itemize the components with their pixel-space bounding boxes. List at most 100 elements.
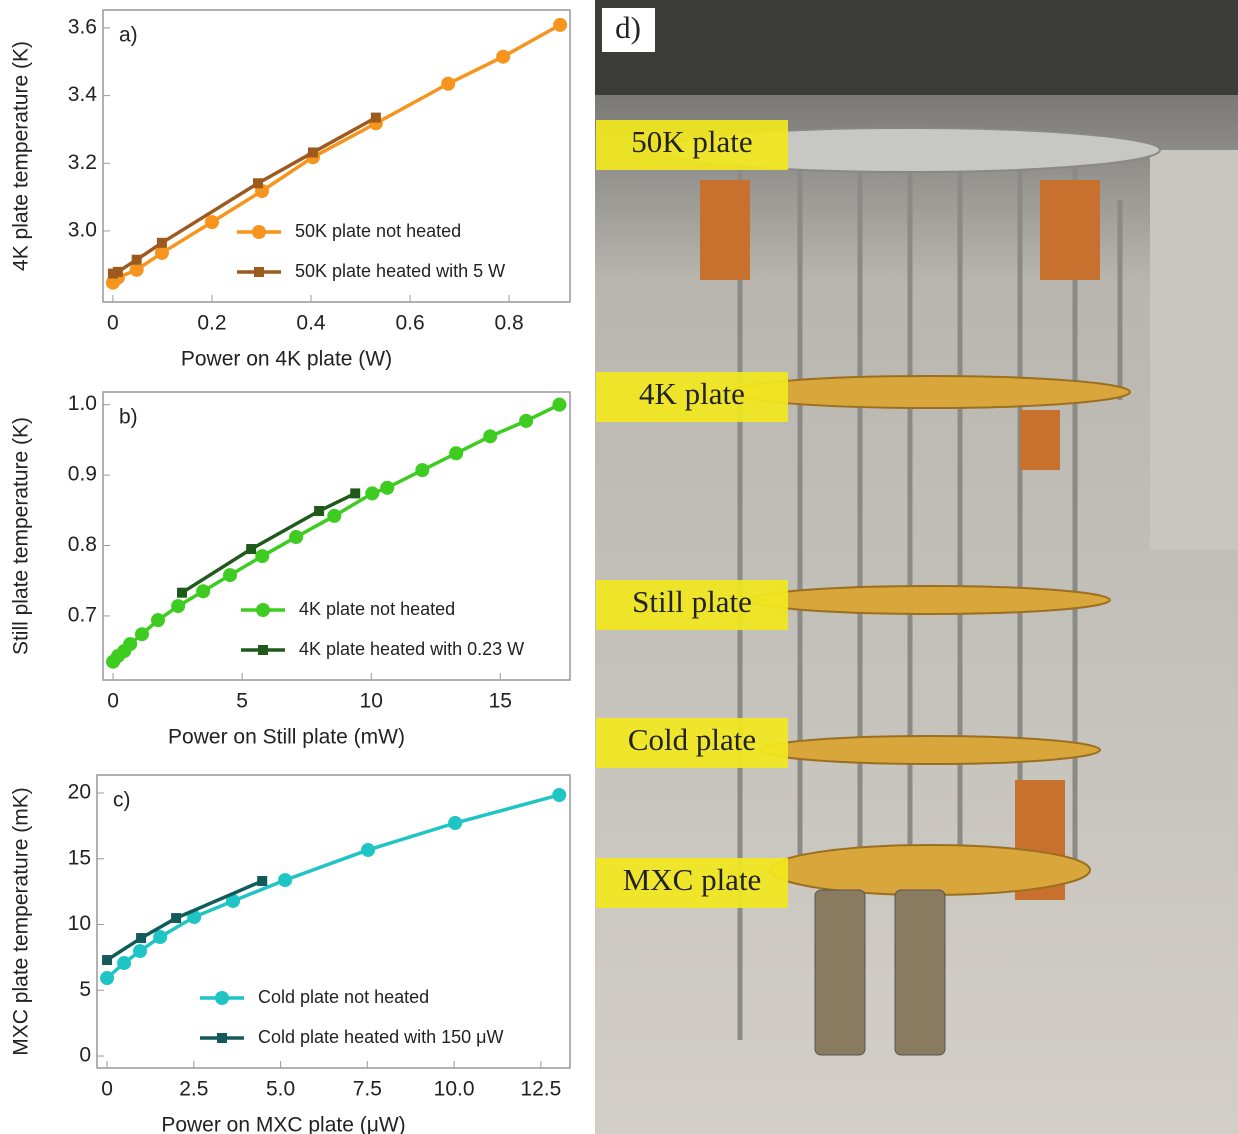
legend-entry: 4K plate not heated xyxy=(299,599,455,619)
data-point xyxy=(171,599,185,613)
data-point xyxy=(415,463,429,477)
data-point xyxy=(257,876,267,886)
photo: d) xyxy=(595,0,1238,1134)
y-tick-label: 3.2 xyxy=(68,151,97,174)
data-point xyxy=(113,267,123,277)
y-tick-label: 3.4 xyxy=(68,83,98,106)
data-point xyxy=(223,568,237,582)
panel-label: b) xyxy=(119,406,138,429)
series-line xyxy=(107,881,262,960)
data-point xyxy=(100,971,114,985)
data-point xyxy=(117,956,131,970)
legend-marker xyxy=(215,991,229,1005)
data-point xyxy=(132,255,142,265)
photo-top xyxy=(595,0,1238,95)
x-tick-label: 0.2 xyxy=(197,312,226,335)
y-axis-label: MXC plate temperature (mK) xyxy=(10,787,33,1055)
figure: d) 50K plate 4K plate Still plate Cold plat… xyxy=(0,0,1238,1134)
series-line xyxy=(113,25,560,283)
series-line xyxy=(107,795,559,978)
x-tick-label: 0 xyxy=(107,690,119,713)
y-tick-label: 10 xyxy=(68,912,91,935)
data-point xyxy=(171,913,181,923)
legend-marker xyxy=(254,267,264,277)
data-point xyxy=(151,613,165,627)
data-point xyxy=(449,446,463,460)
y-tick-label: 15 xyxy=(68,846,91,869)
legend-entry: 4K plate heated with 0.23 W xyxy=(299,639,524,659)
plate-label: MXC plate xyxy=(623,862,762,897)
x-tick-label: 10.0 xyxy=(434,1078,475,1101)
legend-marker xyxy=(252,225,266,239)
y-tick-label: 0.9 xyxy=(68,463,97,486)
photo-frame xyxy=(1150,150,1238,550)
data-point xyxy=(255,549,269,563)
data-point xyxy=(552,398,566,412)
y-tick-label: 0.8 xyxy=(68,533,97,556)
data-point xyxy=(102,955,112,965)
x-tick-label: 0.6 xyxy=(395,312,424,335)
y-tick-label: 0 xyxy=(79,1044,91,1067)
x-tick-label: 0.8 xyxy=(494,312,523,335)
x-tick-label: 15 xyxy=(489,690,512,713)
x-tick-label: 2.5 xyxy=(179,1078,208,1101)
data-point xyxy=(483,429,497,443)
y-tick-label: 3.6 xyxy=(68,15,97,38)
x-tick-label: 12.5 xyxy=(520,1078,561,1101)
panel-label: c) xyxy=(113,789,131,812)
plot-frame xyxy=(103,392,570,680)
data-point xyxy=(380,481,394,495)
data-point xyxy=(136,933,146,943)
data-point xyxy=(123,637,137,651)
data-point xyxy=(327,509,341,523)
legend-entry: 50K plate not heated xyxy=(295,221,461,241)
legend-marker xyxy=(256,603,270,617)
data-point xyxy=(519,414,533,428)
data-point xyxy=(246,544,256,554)
data-point xyxy=(196,584,210,598)
x-axis-label: Power on Still plate (mW) xyxy=(168,726,405,749)
x-tick-label: 0.4 xyxy=(296,312,326,335)
data-point xyxy=(496,50,510,64)
panel-label: d) xyxy=(615,10,641,45)
data-point xyxy=(135,627,149,641)
data-point xyxy=(133,944,147,958)
y-tick-label: 1.0 xyxy=(68,392,97,415)
x-tick-label: 7.5 xyxy=(353,1078,382,1101)
y-tick-label: 0.7 xyxy=(68,603,97,626)
data-point xyxy=(448,816,462,830)
data-point xyxy=(314,506,324,516)
data-point xyxy=(157,238,167,248)
series-line xyxy=(113,118,376,274)
x-tick-label: 0 xyxy=(101,1078,113,1101)
data-point xyxy=(552,788,566,802)
legend-entry: 50K plate heated with 5 W xyxy=(295,261,505,281)
plate-label: 4K plate xyxy=(639,376,745,411)
plate-label: 50K plate xyxy=(631,124,752,159)
data-point xyxy=(553,18,567,32)
series-line xyxy=(113,405,559,662)
legend-entry: Cold plate not heated xyxy=(258,987,429,1007)
x-axis-label: Power on MXC plate (μW) xyxy=(161,1114,405,1134)
x-tick-label: 5.0 xyxy=(266,1078,295,1101)
data-point xyxy=(278,873,292,887)
data-point xyxy=(361,843,375,857)
data-point xyxy=(177,588,187,598)
y-tick-label: 20 xyxy=(68,781,91,804)
data-point xyxy=(153,930,167,944)
data-point xyxy=(371,113,381,123)
data-point xyxy=(365,486,379,500)
plate-label: Still plate xyxy=(632,584,752,619)
y-tick-label: 3.0 xyxy=(68,218,97,241)
plate-label: Cold plate xyxy=(628,722,756,757)
legend-marker xyxy=(258,645,268,655)
x-axis-label: Power on 4K plate (W) xyxy=(181,348,392,371)
y-axis-label: 4K plate temperature (K) xyxy=(10,41,33,271)
legend-marker xyxy=(217,1033,227,1043)
x-tick-label: 5 xyxy=(236,690,248,713)
series-line xyxy=(182,493,355,592)
legend-entry: Cold plate heated with 150 μW xyxy=(258,1027,504,1047)
data-point xyxy=(289,530,303,544)
y-tick-label: 5 xyxy=(79,978,91,1001)
y-axis-label: Still plate temperature (K) xyxy=(10,417,33,655)
